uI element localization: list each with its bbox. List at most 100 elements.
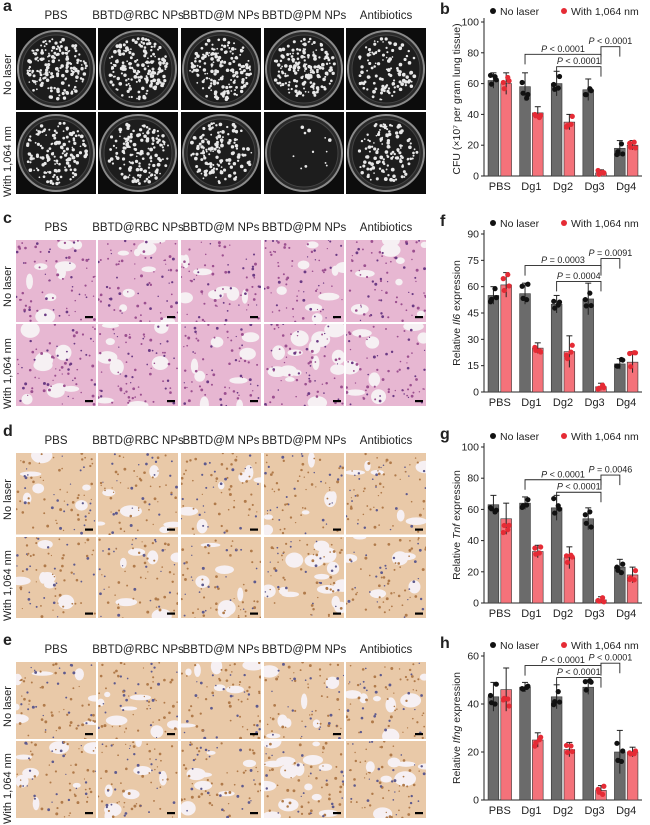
bar [550, 83, 563, 177]
data-point [524, 502, 530, 508]
data-point [595, 597, 601, 604]
y-tick-label: 0 [473, 598, 479, 610]
petri-dish-image [346, 28, 426, 110]
y-tick-label: 20 [467, 566, 479, 578]
significance-bracket: P = 0.0003 [524, 255, 602, 276]
data-point [555, 689, 561, 695]
legend-marker-no-laser [490, 8, 496, 14]
data-point [628, 364, 634, 370]
data-point [525, 497, 531, 503]
y-tick-label: 20 [467, 747, 479, 759]
data-point [632, 145, 639, 151]
data-point [556, 73, 563, 80]
panel-label: b [440, 1, 450, 18]
data-point [501, 86, 507, 92]
data-point [599, 382, 606, 388]
histology-image [181, 240, 261, 322]
chart-h: h 0 20 40 60 PBS Dg1 Dg2 Dg3 Dg4 Relative Ifng exp… [436, 634, 650, 820]
data-point [506, 283, 512, 289]
data-point [487, 692, 494, 699]
data-point [488, 81, 495, 87]
data-point [551, 495, 557, 502]
p-value-label: P < 0.0001 [541, 655, 585, 665]
data-point [618, 758, 625, 765]
data-point [620, 561, 626, 567]
legend-marker-laser [561, 642, 567, 648]
significance-bracket: P < 0.0001 [524, 44, 602, 65]
data-point [627, 576, 633, 582]
legend-label-no-laser: No laser [500, 431, 540, 443]
column-title: Antibiotics [359, 222, 413, 234]
data-point [614, 151, 620, 158]
histology-image [16, 662, 96, 739]
data-point [569, 342, 575, 348]
data-point [568, 743, 574, 749]
column-title: BBTD@PM NPs [261, 435, 347, 447]
legend-marker-laser [561, 8, 567, 14]
data-point [520, 90, 526, 96]
column-title: BBTD@RBC NPs [92, 435, 184, 447]
data-point [569, 748, 575, 755]
row-label: No laser [2, 478, 14, 520]
bar [626, 751, 639, 801]
data-point [599, 791, 606, 798]
data-point [563, 742, 570, 749]
column-title: Antibiotics [359, 435, 413, 447]
legend-label-no-laser: No laser [500, 640, 540, 652]
column-title: BBTD@RBC NPs [92, 10, 184, 22]
y-tick-label: 40 [467, 699, 479, 711]
petri-dish-image [16, 112, 96, 194]
histology-image [16, 741, 96, 818]
p-value-label: P < 0.0001 [541, 44, 585, 54]
column-title: PBS [44, 644, 68, 656]
chart-b: b 0 20 40 60 80 100 PBS Dg1 Dg2 Dg3 Dg4 CFU (×10⁷ pe… [436, 0, 650, 196]
histology-image [346, 536, 426, 618]
histology-image [346, 453, 426, 535]
data-point [582, 91, 588, 98]
data-point [532, 111, 538, 118]
data-point [583, 520, 589, 526]
histology-image [264, 536, 344, 618]
data-point [500, 697, 506, 703]
data-point [505, 527, 511, 533]
bar [500, 284, 512, 393]
data-point [568, 121, 574, 127]
histology-image [98, 741, 178, 818]
p-value-label: P < 0.0001 [588, 36, 632, 46]
legend-marker-laser [561, 220, 567, 226]
y-axis-label: Relative Ifng expression [451, 672, 463, 784]
significance-bracket: P < 0.0001 [588, 36, 632, 57]
p-value-label: P < 0.0001 [557, 482, 601, 492]
y-tick-label: 30 [467, 334, 479, 346]
data-point [631, 751, 637, 757]
histology-image [98, 536, 178, 618]
significance-bracket: P = 0.0091 [588, 248, 632, 269]
y-tick-label: 60 [467, 78, 479, 90]
petri-dish-image [181, 112, 261, 194]
p-value-label: P = 0.0003 [541, 255, 585, 265]
column-title: BBTD@PM NPs [261, 644, 347, 656]
data-point [563, 553, 570, 559]
data-point [620, 748, 626, 754]
histology-image [264, 240, 344, 322]
petri-dish-image [16, 28, 96, 110]
petri-dish-image [98, 112, 178, 194]
p-value-label: P < 0.0001 [541, 469, 585, 479]
legend-marker-no-laser [490, 642, 496, 648]
data-point [552, 305, 558, 311]
data-point [536, 114, 542, 121]
data-point [519, 504, 525, 511]
y-tick-label: 75 [467, 255, 479, 267]
image-panel-e: e PBS BBTD@RBC NPs BBTD@M NPs BBTD@PM NPs Ant… [0, 632, 430, 824]
chart-svg: h 0 20 40 60 PBS Dg1 Dg2 Dg3 Dg4 Relative Ifng exp… [440, 635, 642, 817]
row-label: With 1,064 nm [2, 550, 14, 622]
row-label: No laser [2, 685, 14, 727]
data-point [599, 595, 606, 601]
data-point [538, 544, 544, 550]
y-tick-label: 60 [467, 281, 479, 293]
data-point [564, 559, 571, 565]
petri-dish-image [264, 28, 344, 110]
bar [487, 295, 500, 393]
y-tick-label: 90 [467, 229, 479, 241]
data-point [599, 169, 606, 176]
